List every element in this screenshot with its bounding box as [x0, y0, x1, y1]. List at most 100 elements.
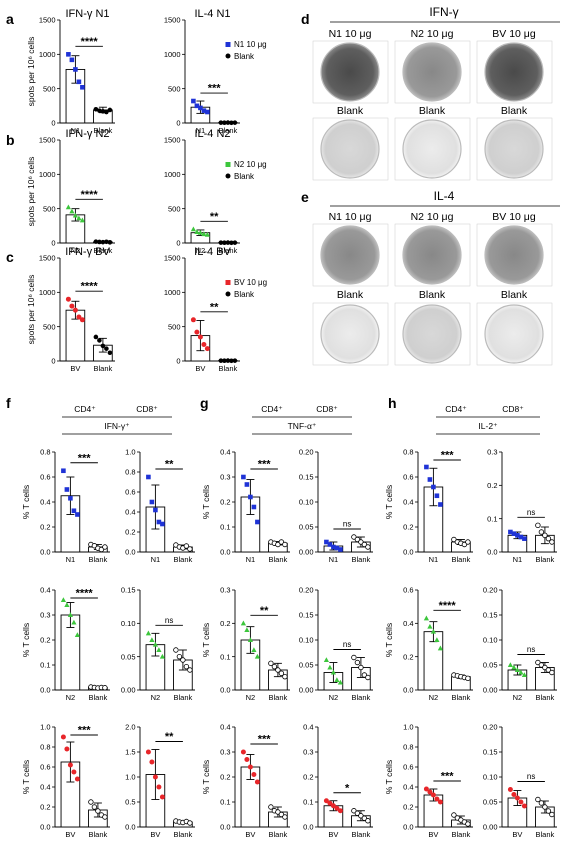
- data-point: [194, 229, 200, 235]
- y-tick-label: 1000: [39, 288, 56, 297]
- data-point: [507, 787, 513, 792]
- data-point: [191, 98, 196, 104]
- elispot-photos-ifn: IFN-γ N1 10 μg N2 10 μg BV 10 μg Blank B…: [312, 5, 560, 181]
- x-category-label: Blank: [452, 693, 471, 702]
- legend-marker: [225, 53, 231, 59]
- data-point: [173, 647, 179, 653]
- chart-a1: 0 500 1000 1500 spots per 10⁶ cells IFN-γ N1 N…: [26, 8, 267, 135]
- y-tick-label: 1500: [39, 254, 56, 263]
- x-category-label: N1: [246, 555, 256, 564]
- x-category-label: N2: [513, 693, 523, 702]
- data-point: [248, 494, 253, 500]
- significance-label: ns: [165, 616, 173, 625]
- chart-title: IFN-γ BV: [65, 246, 110, 258]
- chart-title: IL-4 N2: [194, 128, 230, 140]
- data-point: [271, 663, 278, 670]
- data-point: [69, 57, 75, 63]
- y-tick-label: 0.8: [125, 468, 135, 477]
- y-tick-label: 0: [176, 239, 180, 248]
- y-tick-label: 0.20: [299, 448, 314, 457]
- y-tick-label: 0.0: [403, 548, 413, 557]
- y-tick-label: 500: [43, 84, 56, 93]
- y-tick-label: 0.4: [303, 723, 313, 732]
- x-category-label: Blank: [352, 830, 371, 839]
- significance-label: ***: [208, 83, 222, 95]
- y-tick-label: 0.20: [483, 586, 498, 595]
- x-category-label: Blank: [452, 555, 471, 564]
- data-point: [268, 804, 274, 810]
- data-point: [225, 120, 231, 125]
- data-point: [330, 803, 336, 809]
- y-tick-label: 0.0: [40, 823, 50, 832]
- y-tick-label: 0.4: [40, 498, 50, 507]
- y-tick-label: 0: [51, 357, 55, 366]
- y-tick-label: 0.3: [220, 748, 230, 757]
- y-tick-label: 0.0: [220, 823, 230, 832]
- y-tick-label: 0.0: [403, 686, 413, 695]
- data-point: [251, 772, 257, 777]
- y-tick-label: 0.00: [299, 686, 314, 695]
- significance-label: ns: [527, 772, 535, 781]
- data-point: [358, 539, 364, 545]
- chart-f2: 0.0 0.2 0.4 0.6 0.8 1.0 N1 Blank **: [125, 448, 195, 564]
- data-point: [434, 796, 440, 802]
- y-tick-label: 0.0: [125, 823, 135, 832]
- data-point: [91, 543, 98, 549]
- data-point: [538, 529, 545, 535]
- chart-a2: 0 500 1000 1500 IL-4 N1 N1 Blank ***: [164, 8, 240, 135]
- x-category-label: BV: [70, 364, 80, 373]
- panel-label-a: a: [6, 11, 14, 27]
- data-point: [542, 804, 548, 810]
- y-tick-label: 0.10: [299, 498, 314, 507]
- data-point: [197, 334, 203, 340]
- y-axis-label: spots per 10⁶ cells: [26, 37, 36, 107]
- data-point: [278, 811, 285, 818]
- data-point: [351, 808, 357, 814]
- y-tick-label: 0.0: [220, 686, 230, 695]
- data-point: [254, 653, 260, 659]
- y-tick-label: 0.8: [403, 448, 413, 457]
- data-point: [545, 667, 552, 673]
- data-point: [159, 794, 165, 800]
- data-point: [229, 358, 234, 364]
- y-tick-label: 0.3: [220, 586, 230, 595]
- data-point: [156, 784, 162, 790]
- significance-label: ns: [527, 645, 535, 654]
- significance-label: ****: [76, 588, 94, 600]
- panel-label-d: d: [301, 11, 310, 27]
- data-point: [229, 120, 234, 126]
- data-point: [465, 675, 471, 682]
- significance-label: ****: [81, 281, 99, 293]
- y-tick-label: 0.3: [303, 748, 313, 757]
- chart-h4: 0.00 0.05 0.10 0.15 0.20 N2 Blank ns: [483, 586, 557, 702]
- data-point: [324, 539, 329, 545]
- data-point: [427, 623, 433, 629]
- photo-label-e-2: N2 10 μg: [411, 211, 454, 223]
- significance-label: ***: [441, 771, 455, 783]
- data-point: [334, 677, 340, 682]
- y-axis-label: % T cells: [201, 623, 211, 657]
- y-tick-label: 0.8: [40, 448, 50, 457]
- chart-h3: 0.0 0.2 0.4 0.6 % T cells N2 Blank ****: [384, 586, 473, 702]
- data-point: [465, 539, 471, 545]
- y-tick-label: 500: [168, 204, 181, 213]
- significance-label: ****: [81, 36, 99, 48]
- data-point: [354, 810, 361, 816]
- data-point: [247, 764, 253, 770]
- data-point: [104, 346, 109, 351]
- data-point: [337, 808, 343, 814]
- y-axis-label: spots per 10⁶ cells: [26, 275, 36, 345]
- significance-label: ***: [258, 459, 272, 471]
- y-tick-label: 1500: [39, 136, 56, 145]
- data-point: [240, 749, 246, 755]
- data-point: [69, 303, 75, 309]
- legend-label: Blank: [234, 52, 255, 61]
- y-tick-label: 2.0: [125, 723, 135, 732]
- data-point: [145, 749, 151, 755]
- data-point: [251, 504, 257, 510]
- x-category-label: Blank: [219, 364, 238, 373]
- data-point: [190, 317, 196, 323]
- data-point: [518, 799, 524, 805]
- x-category-label: BV: [195, 364, 205, 373]
- data-point: [76, 79, 82, 85]
